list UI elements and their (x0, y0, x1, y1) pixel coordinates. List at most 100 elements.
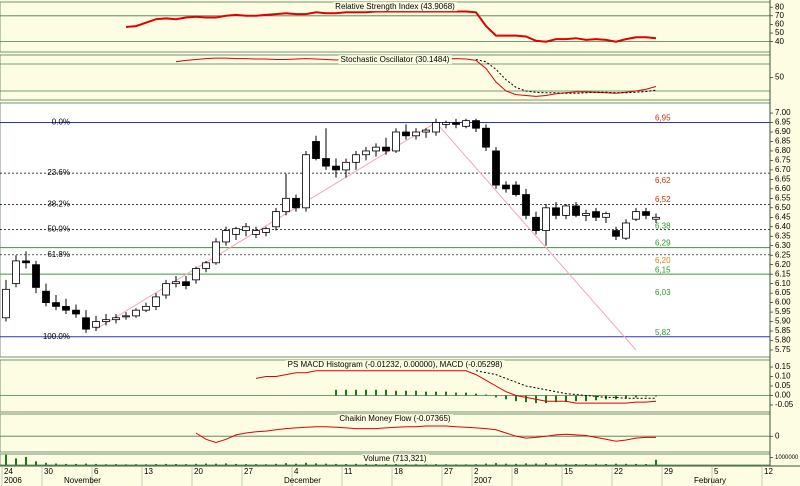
y-tick-label: 0.00 (775, 391, 791, 400)
candle-body (192, 268, 200, 281)
x-tick-label: 27 (444, 467, 453, 476)
volume-bar (625, 463, 627, 465)
candle-body (22, 260, 30, 264)
fib-label: 38.2% (47, 200, 70, 209)
volume-bar (105, 464, 107, 465)
volume-bar (115, 464, 117, 465)
histogram-bar (385, 389, 387, 396)
title-background (333, 2, 458, 12)
price-label: 6,62 (655, 176, 671, 185)
volume-bar (645, 464, 647, 465)
y-tick-label: 5.85 (775, 326, 791, 335)
y-tick-label: 6.40 (775, 222, 791, 231)
volume-bar (275, 463, 277, 465)
price-label: 6,95 (655, 114, 671, 123)
x-tick-label: 2 (474, 467, 479, 476)
candle-body (412, 131, 420, 137)
histogram-bar (345, 389, 347, 396)
title-background (361, 454, 429, 464)
histogram-bar (335, 389, 337, 396)
candle-body (652, 216, 660, 220)
title-background (285, 360, 505, 370)
candle-body (242, 226, 250, 231)
candle-body (62, 305, 70, 311)
x-tick-label: 18 (394, 467, 403, 476)
volume-bar (485, 463, 487, 465)
fib-label: 0.0% (52, 118, 70, 127)
month-label: 2007 (474, 476, 492, 485)
volume-bar (215, 463, 217, 465)
candle-body (602, 213, 610, 218)
x-tick-label: 5 (714, 467, 719, 476)
x-tick-label: 11 (344, 467, 353, 476)
y-tick-label: 6.95 (775, 118, 791, 127)
candle-body (372, 146, 380, 152)
x-tick-label: 13 (144, 467, 153, 476)
histogram-bar (375, 389, 377, 396)
y-tick-label: 0.05 (775, 381, 791, 390)
y-tick-label: 6.20 (775, 260, 791, 269)
y-tick-label: 7.00 (775, 108, 791, 117)
price-label: 6,52 (655, 195, 671, 204)
volume-bar (45, 462, 47, 465)
x-tick-label: 24 (4, 467, 13, 476)
y-tick-label: 6.05 (775, 288, 791, 297)
volume-bar (515, 463, 517, 465)
y-tick-label: 6.30 (775, 241, 791, 250)
y-tick-label: 60 (775, 20, 784, 29)
candle-body (212, 241, 220, 264)
volume-bar (265, 464, 267, 465)
price-label: 5,82 (655, 328, 671, 337)
volume-bar (55, 463, 57, 465)
y-tick-label: 6.75 (775, 156, 791, 165)
candle-body (172, 281, 180, 285)
volume-bar (395, 463, 397, 465)
candle-body (422, 129, 430, 133)
candle-body (222, 230, 230, 243)
candle-body (262, 228, 270, 233)
candle-body (232, 228, 240, 235)
candle-body (12, 260, 20, 285)
volume-bar (355, 463, 357, 465)
y-tick-label: 6.35 (775, 231, 791, 240)
x-tick-label: 8 (514, 467, 519, 476)
candle-body (2, 288, 10, 319)
y-tick-label: 50 (775, 28, 784, 37)
candle-body (102, 319, 110, 322)
volume-bar (425, 464, 427, 465)
trend-line (95, 122, 437, 330)
histogram-bar (445, 391, 447, 396)
volume-bar (325, 463, 327, 465)
volume-bar (245, 464, 247, 465)
histogram-bar (395, 390, 397, 396)
x-tick-label: 6 (94, 467, 99, 476)
y-tick-label: 80 (775, 2, 784, 11)
candle-body (402, 131, 410, 137)
histogram-bar (545, 395, 547, 404)
y-tick-label: 6.70 (775, 165, 791, 174)
fib-label: 100.0% (43, 332, 70, 341)
candle-body (322, 158, 330, 167)
candle-body (32, 264, 40, 288)
candle-body (152, 296, 160, 307)
histogram-bar (355, 389, 357, 396)
y-tick-label: 50 (775, 73, 784, 82)
y-tick-label: 6.80 (775, 146, 791, 155)
candle-body (182, 281, 190, 286)
trend-line (435, 122, 637, 351)
indicator-line (255, 370, 657, 404)
y-tick-label: 6.00 (775, 298, 791, 307)
volume-bar (125, 464, 127, 465)
candle-body (72, 309, 80, 315)
candle-body (562, 205, 570, 216)
candle-body (132, 309, 140, 317)
candle-body (382, 146, 390, 152)
y-tick-label: -0.05 (775, 400, 794, 409)
volume-bar (375, 464, 377, 465)
fib-label: 61.8% (47, 250, 70, 259)
indicator-line (475, 370, 656, 399)
volume-bar (185, 464, 187, 465)
candle-body (462, 120, 470, 127)
y-tick-label: 0.10 (775, 372, 791, 381)
x-tick-label: 12 (764, 467, 773, 476)
